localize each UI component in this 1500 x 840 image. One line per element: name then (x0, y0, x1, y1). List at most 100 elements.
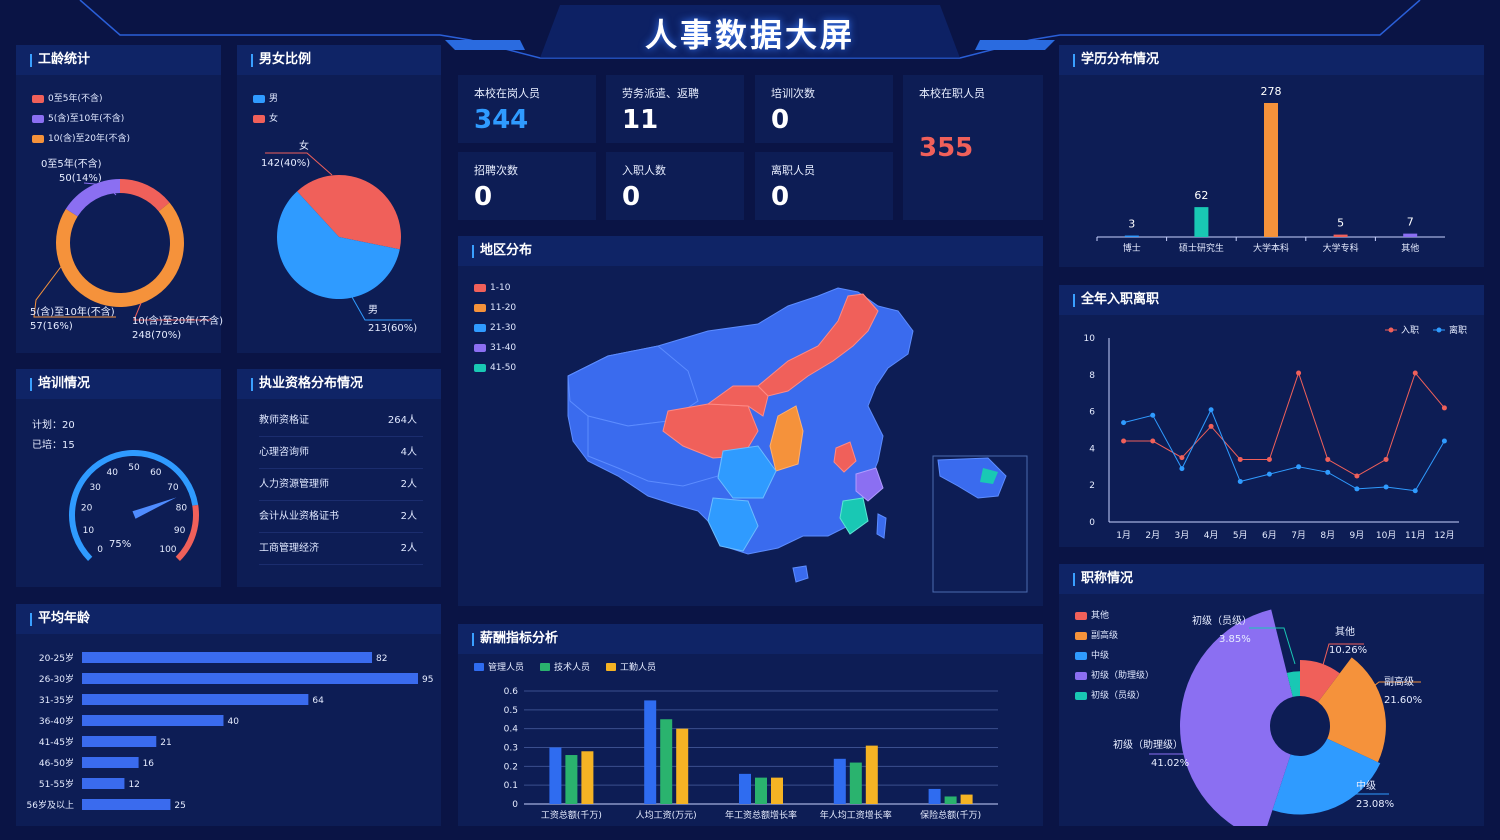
donut-slice (56, 202, 184, 307)
qualification-row[interactable]: 工商管理经济 2人 (259, 533, 423, 565)
bar (1124, 235, 1139, 237)
stat-value: 0 (771, 182, 790, 212)
label-leader (1149, 741, 1208, 755)
legend-swatch-dot (1436, 327, 1442, 333)
legend-item[interactable]: 21-30 (474, 318, 516, 338)
x-tick-label: 11月 (1405, 530, 1425, 541)
header: 人事数据大屏 (0, 0, 1500, 60)
x-tick-label: 1月 (1116, 530, 1131, 541)
x-tick-label: 博士 (1123, 242, 1141, 254)
seniority-donut-chart (33, 179, 211, 321)
data-point (1121, 438, 1127, 444)
qualification-row[interactable]: 人力资源管理师 2人 (259, 469, 423, 501)
legend-item[interactable]: 10(含)至20年(不含) (32, 129, 130, 149)
legend-item[interactable]: 初级（员级） (1075, 686, 1154, 706)
stat-label: 劳务派遣、返聘 (622, 87, 699, 100)
legend-item[interactable]: 副高级 (1075, 626, 1154, 646)
bar (82, 652, 373, 663)
data-point (1383, 456, 1389, 462)
bar (644, 700, 657, 804)
data-label: 12 (128, 780, 139, 790)
y-tick-label: 0.6 (504, 687, 519, 697)
y-tick-label: 31-35岁 (39, 694, 74, 706)
bar (82, 757, 139, 768)
legend-swatch (540, 663, 550, 671)
pie-slice-male (277, 191, 400, 299)
data-point (1412, 370, 1418, 376)
y-tick-label: 51-55岁 (39, 778, 74, 790)
stat-label: 招聘次数 (474, 164, 518, 177)
data-label: 82 (376, 654, 387, 664)
gauge-tick-label: 30 (89, 483, 101, 493)
legend-label: 工勤人员 (620, 661, 656, 673)
x-tick-label: 8月 (1320, 530, 1335, 541)
titles-label-0-val: 3.85% (1219, 634, 1251, 645)
label-leader (1249, 627, 1296, 665)
x-tick-label: 大学专科 (1323, 242, 1359, 254)
data-label: 7 (1407, 216, 1414, 229)
y-tick-label: 46-50岁 (39, 757, 74, 769)
legend-item[interactable]: 0至5年(不含) (32, 89, 130, 109)
legend-item[interactable]: 1-10 (474, 278, 516, 298)
rose-slice (1272, 738, 1381, 815)
legend-item[interactable]: 11-20 (474, 298, 516, 318)
x-tick-label: 12月 (1434, 530, 1454, 541)
legend-item[interactable]: 31-40 (474, 338, 516, 358)
legend-item[interactable]: 中级 (1075, 646, 1154, 666)
data-point (1325, 456, 1331, 462)
salary-panel: 薪酬指标分析 0 0.1 0.2 0.3 0.4 0.5 0.6 工资总额(千万) 人均工资(万… (458, 624, 1043, 826)
legend-item[interactable]: 初级（助理级） (1075, 666, 1154, 686)
gender-label-1-name: 男 (368, 305, 378, 316)
y-tick-label: 0.1 (504, 781, 518, 791)
stat-card-hired: 入职人数 0 (606, 152, 744, 220)
data-point (1266, 471, 1272, 477)
label-leader (351, 296, 412, 321)
avg-age-bar-chart: 20-25岁 82 26-30岁 95 31-35岁 64 36-40岁 40 41-45岁 21… (27, 652, 433, 811)
titles-label-4-val: 23.08% (1356, 799, 1395, 810)
legend-item[interactable]: 5(含)至10年(不含) (32, 109, 130, 129)
data-point (1179, 455, 1185, 461)
data-point (1237, 456, 1243, 462)
map-panel: 地区分布 1-10 11-20 21-30 31-40 41-50 (458, 236, 1043, 606)
stat-value: 344 (474, 105, 529, 135)
stat-card-left: 离职人员 0 (755, 152, 893, 220)
stat-value: 0 (622, 182, 641, 212)
map-region-sichuan (717, 445, 777, 499)
stat-value: 355 (919, 133, 974, 163)
hires-panel: 全年入职离职 0 2 4 6 8 10 1月 2月 3月 4月 5月 6月 7月 8月 9月 10月 11月 12… (1059, 285, 1484, 547)
x-tick-label: 其他 (1401, 242, 1419, 254)
rose-slice (1300, 659, 1340, 703)
gender-pie-chart (265, 152, 412, 321)
label-leader (33, 259, 116, 318)
bar (1403, 233, 1418, 237)
series-line (1123, 371, 1445, 477)
legend-item[interactable]: 女 (253, 109, 278, 129)
legend-item[interactable]: 41-50 (474, 358, 516, 378)
data-point (1121, 420, 1127, 426)
qualification-row[interactable]: 教师资格证 264人 (259, 405, 423, 437)
map-region-anhui (833, 441, 857, 473)
gauge-tick-label: 40 (106, 468, 118, 478)
data-point (1354, 486, 1360, 492)
series-line (1123, 408, 1445, 492)
y-tick-label: 0 (512, 800, 518, 810)
legend-item[interactable]: 男 (253, 89, 278, 109)
china-map[interactable] (458, 236, 1043, 606)
titles-title: 职称情况 (1059, 564, 1484, 594)
donut-slice (120, 179, 170, 212)
data-point (1383, 484, 1389, 490)
titles-label-3-name: 初级（助理级） (1113, 740, 1183, 751)
gauge-needle (132, 497, 177, 519)
salary-title: 薪酬指标分析 (458, 624, 1043, 654)
pie-slice-female (297, 175, 401, 250)
bar (849, 762, 862, 804)
hires-title: 全年入职离职 (1059, 285, 1484, 315)
qualification-row[interactable]: 心理咨询师 4人 (259, 437, 423, 469)
y-tick-label: 4 (1089, 444, 1095, 454)
hires-line-chart: 0 2 4 6 8 10 1月 2月 3月 4月 5月 6月 7月 8月 9月 10月 11月 12月 入职 离职 (1084, 324, 1467, 541)
label-leader (83, 182, 117, 196)
legend-item[interactable]: 其他 (1075, 606, 1154, 626)
qualification-row[interactable]: 会计从业资格证书 2人 (259, 501, 423, 533)
y-tick-label: 8 (1089, 371, 1095, 381)
titles-label-4-name: 中级 (1356, 781, 1376, 792)
